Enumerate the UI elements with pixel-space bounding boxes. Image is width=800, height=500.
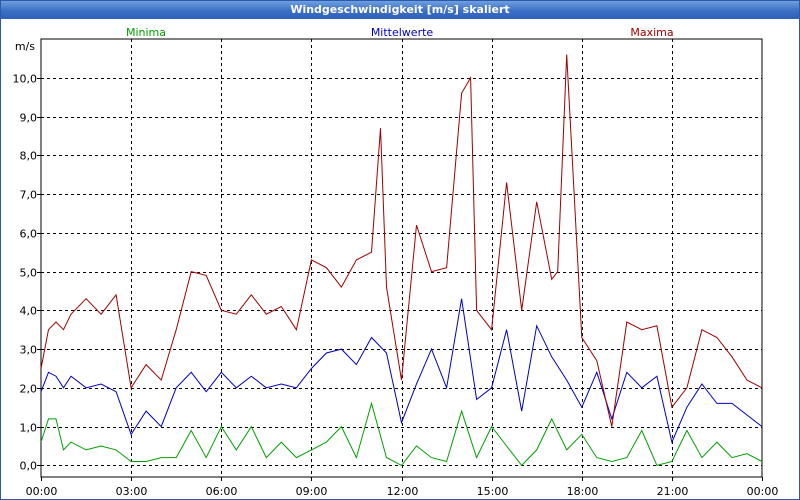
y-tick-label: 3,0	[20, 344, 38, 357]
x-tick-time-label: 21:00	[657, 485, 689, 498]
series-lines	[40, 54, 763, 467]
x-tick-time-label: 12:00	[387, 485, 419, 498]
y-tick-label: 9,0	[20, 112, 38, 125]
y-tick-label: 10,0	[13, 73, 38, 86]
y-tick-label: 8,0	[20, 150, 38, 163]
y-tick-label: 2,0	[20, 383, 38, 396]
grid-lines	[41, 39, 762, 477]
x-tick-time-label: 18:00	[567, 485, 599, 498]
y-tick-label: 7,0	[20, 189, 38, 202]
x-tick-time-label: 03:00	[116, 485, 148, 498]
y-tick-label: 1,0	[20, 422, 38, 435]
y-axis-label: m/s	[15, 40, 35, 53]
legend-maxima: Maxima	[630, 26, 673, 39]
window-title: Windgeschwindigkeit [m/s] skaliert	[1, 1, 799, 19]
legend-mittelwerte: Mittelwerte	[371, 26, 434, 39]
plot-border	[40, 38, 763, 478]
axis-ticks: 0,0 1,0 2,0 3,0 4,0 5,0 6,0 7,0 8,0 9,0 10,0 00:00 2…	[13, 73, 779, 499]
mittelwerte-line	[40, 298, 763, 444]
x-tick-time-label: 09:00	[296, 485, 328, 498]
y-tick-label: 0,0	[20, 460, 38, 473]
y-tick-label: 5,0	[20, 267, 38, 280]
legend-minima: Minima	[126, 26, 166, 39]
chart-svg: 0,0 1,0 2,0 3,0 4,0 5,0 6,0 7,0 8,0 9,0 10,0 00:00 2…	[13, 26, 779, 499]
y-tick-label: 4,0	[20, 305, 38, 318]
x-tick-time-label: 00:00	[747, 485, 779, 498]
x-tick-time-label: 15:00	[477, 485, 509, 498]
y-tick-label: 6,0	[20, 228, 38, 241]
maxima-line	[40, 54, 763, 427]
minima-line	[40, 401, 763, 467]
x-tick-time-label: 00:00	[26, 485, 58, 498]
x-tick-time-label: 06:00	[206, 485, 238, 498]
